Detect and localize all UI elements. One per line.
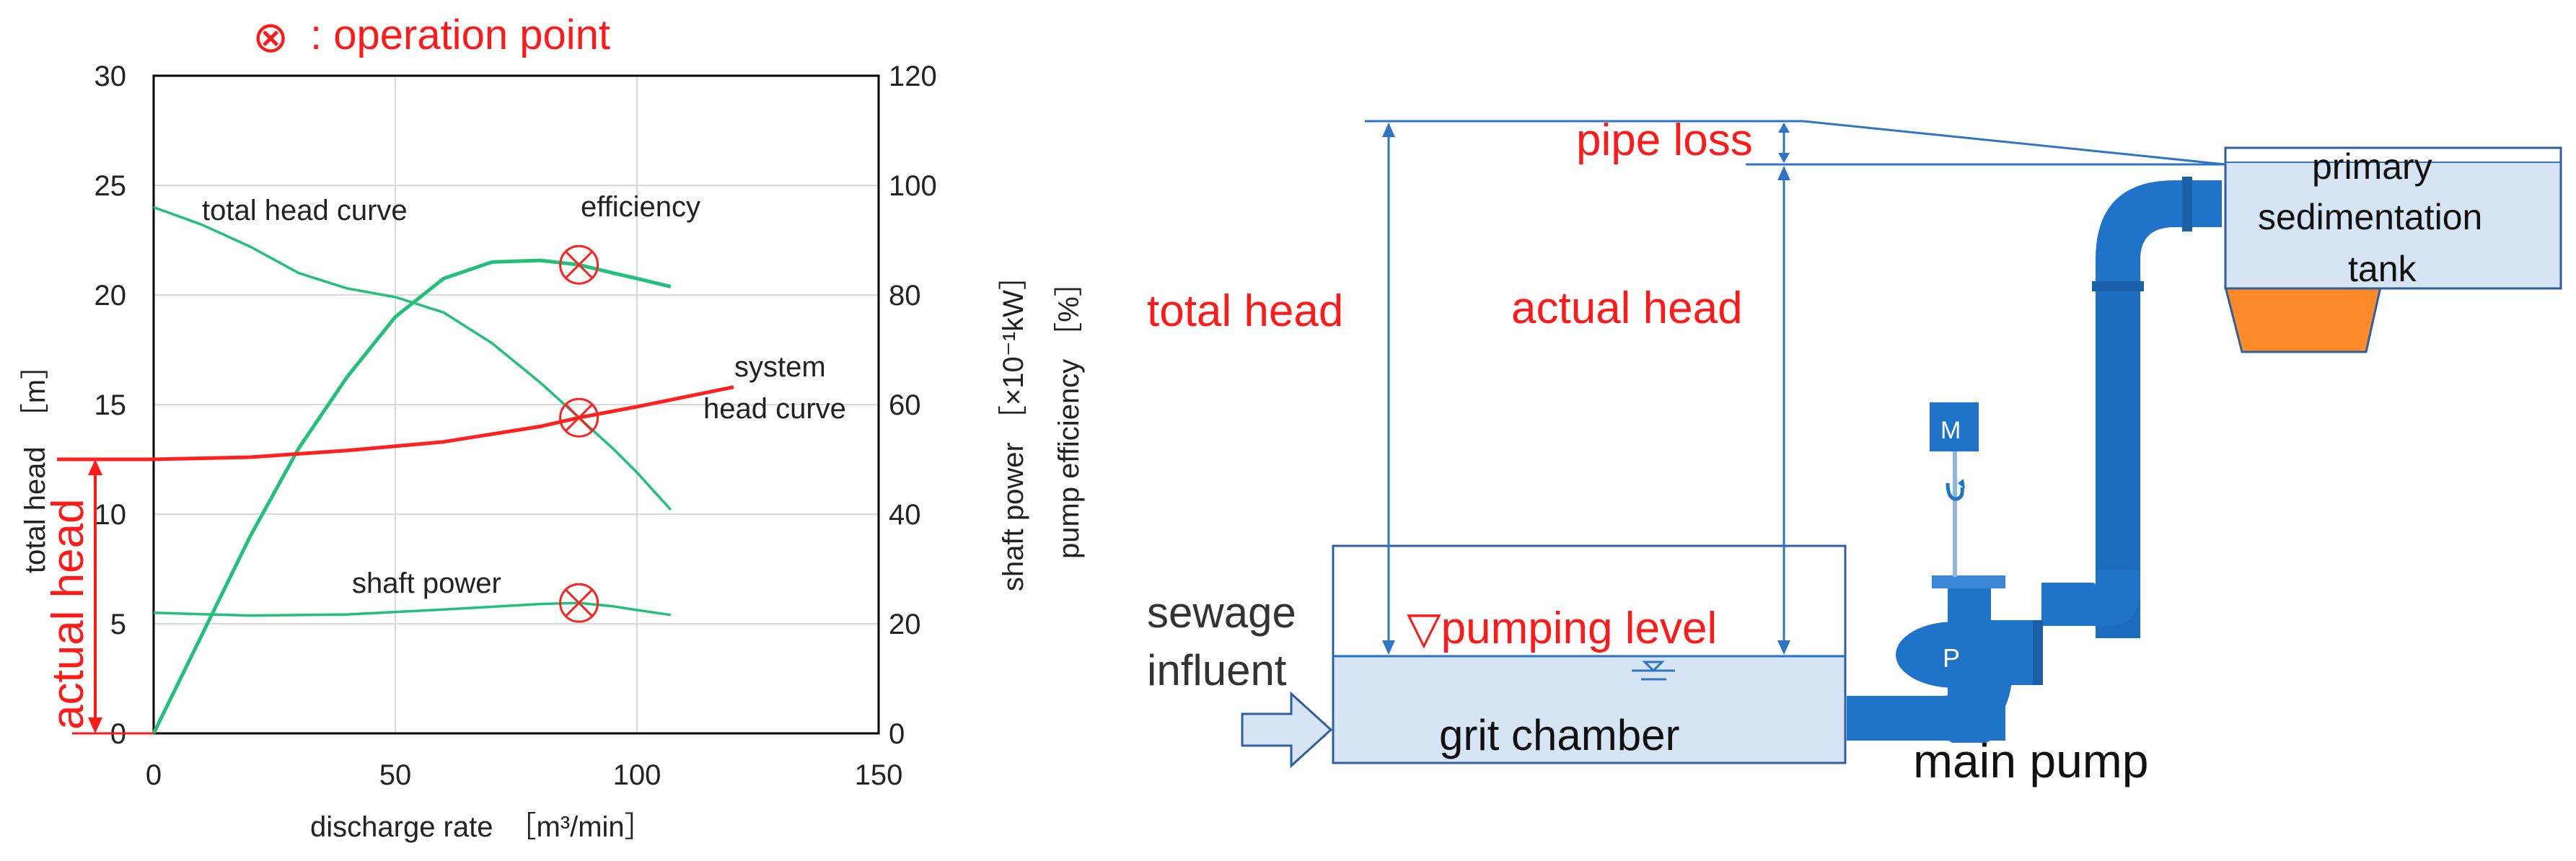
primary-tank-label-1: primary xyxy=(2312,146,2432,187)
primary-tank-label-3: tank xyxy=(2348,249,2417,289)
x-tick-label: 100 xyxy=(613,759,661,791)
operation-point-marker xyxy=(559,397,599,438)
actual-head-arrowhead-top xyxy=(88,459,102,475)
grit-chamber-water xyxy=(1333,655,1845,763)
dimension-arrowheads xyxy=(1382,123,1790,655)
pipe-flange-2 xyxy=(2092,281,2144,291)
sludge-hopper xyxy=(2224,286,2382,353)
grit-chamber-label: grit chamber xyxy=(1439,711,1679,759)
y-axis-right-title-1: shaft power ［×10⁻¹kW］ xyxy=(998,261,1029,591)
operation-point-legend-symbol: ⊗ xyxy=(252,13,289,61)
y-axis-right-title-2: pump efficiency ［%］ xyxy=(1053,268,1085,559)
y-right-tick-label: 40 xyxy=(889,499,921,531)
actual-head-chart-label: actual head xyxy=(43,498,93,730)
x-tick-label: 0 xyxy=(146,759,162,791)
rotation-icon xyxy=(1946,482,1964,501)
actual-head-label: actual head xyxy=(1511,283,1743,333)
x-tick-label: 50 xyxy=(379,759,412,791)
series-line-shaft-power xyxy=(153,601,672,617)
y-right-tick-label: 60 xyxy=(889,389,921,421)
shaft-power-label: shaft power xyxy=(352,568,501,599)
operation-point-marker xyxy=(559,244,599,285)
series-line-total-head-curve xyxy=(153,206,672,511)
motor-symbol: M xyxy=(1940,417,1961,444)
y-left-tick-label: 25 xyxy=(94,170,127,202)
y-left-tick-label: 5 xyxy=(110,609,126,640)
efficiency-label: efficiency xyxy=(581,191,700,223)
actual-head-arrowhead-bottom xyxy=(88,718,102,733)
y-left-tick-label: 15 xyxy=(94,389,127,421)
primary-tank-water xyxy=(2225,162,2561,288)
pipe-loss-label: pipe loss xyxy=(1576,115,1753,165)
primary-tank-wall xyxy=(2224,146,2562,290)
rotation-arrow-icon xyxy=(1958,479,1965,489)
y-left-tick-label: 30 xyxy=(94,61,127,92)
dimension-lines xyxy=(1365,120,2226,658)
primary-tank-label-2: sedimentation xyxy=(2258,197,2482,237)
y-left-tick-label: 20 xyxy=(94,280,127,312)
x-tick-label: 150 xyxy=(855,759,903,791)
motor-box xyxy=(1930,402,1979,451)
influent-label: influent xyxy=(1147,646,1287,694)
total-head-label: total head xyxy=(1147,286,1343,336)
operation-point-marker xyxy=(559,583,599,623)
y-right-tick-label: 100 xyxy=(889,170,937,202)
total-head-curve-label: total head curve xyxy=(202,195,408,226)
water-level-icon xyxy=(1632,661,1675,681)
x-axis-title: discharge rate ［m³/min］ xyxy=(310,811,654,843)
pipe-flange-3 xyxy=(2182,177,2192,231)
grit-chamber-wall xyxy=(1332,544,1847,764)
sewage-label: sewage xyxy=(1147,588,1296,637)
y-left-tick-label: 10 xyxy=(94,499,127,531)
operation-points xyxy=(559,244,599,623)
pipe-flange-1 xyxy=(2033,620,2043,685)
system-head-label-2: head curve xyxy=(703,393,846,425)
y-right-tick-label: 20 xyxy=(889,609,921,640)
influent-arrow xyxy=(1241,691,1333,769)
series-line-system-head-curve xyxy=(57,385,734,462)
pumping-level-label: ▽pumping level xyxy=(1407,604,1717,653)
pump-pipe-bend xyxy=(1847,627,2013,741)
chart-series xyxy=(57,206,734,735)
y-right-tick-label: 80 xyxy=(889,280,921,312)
operation-point-legend-text: : operation point xyxy=(310,12,610,58)
pump-symbol: P xyxy=(1943,643,1960,673)
series-line-efficiency xyxy=(151,258,672,735)
y-right-tick-label: 0 xyxy=(889,718,905,750)
system-head-label-1: system xyxy=(734,351,826,383)
y-right-tick-label: 120 xyxy=(889,61,937,92)
pump-performance-chart: ⊗ : operation point 0 50 100 150 0 5 10 15 20 25 3… xyxy=(19,12,1085,843)
actual-head-marker xyxy=(72,459,154,735)
main-pump-label: main pump xyxy=(1913,734,2149,787)
pumping-diagram: P M grit chamber sewage influent primary… xyxy=(1147,115,2562,787)
y-axis-left-title: total head ［m］ xyxy=(19,350,51,573)
plot-frame xyxy=(152,74,880,735)
pump-body xyxy=(1896,622,2014,688)
